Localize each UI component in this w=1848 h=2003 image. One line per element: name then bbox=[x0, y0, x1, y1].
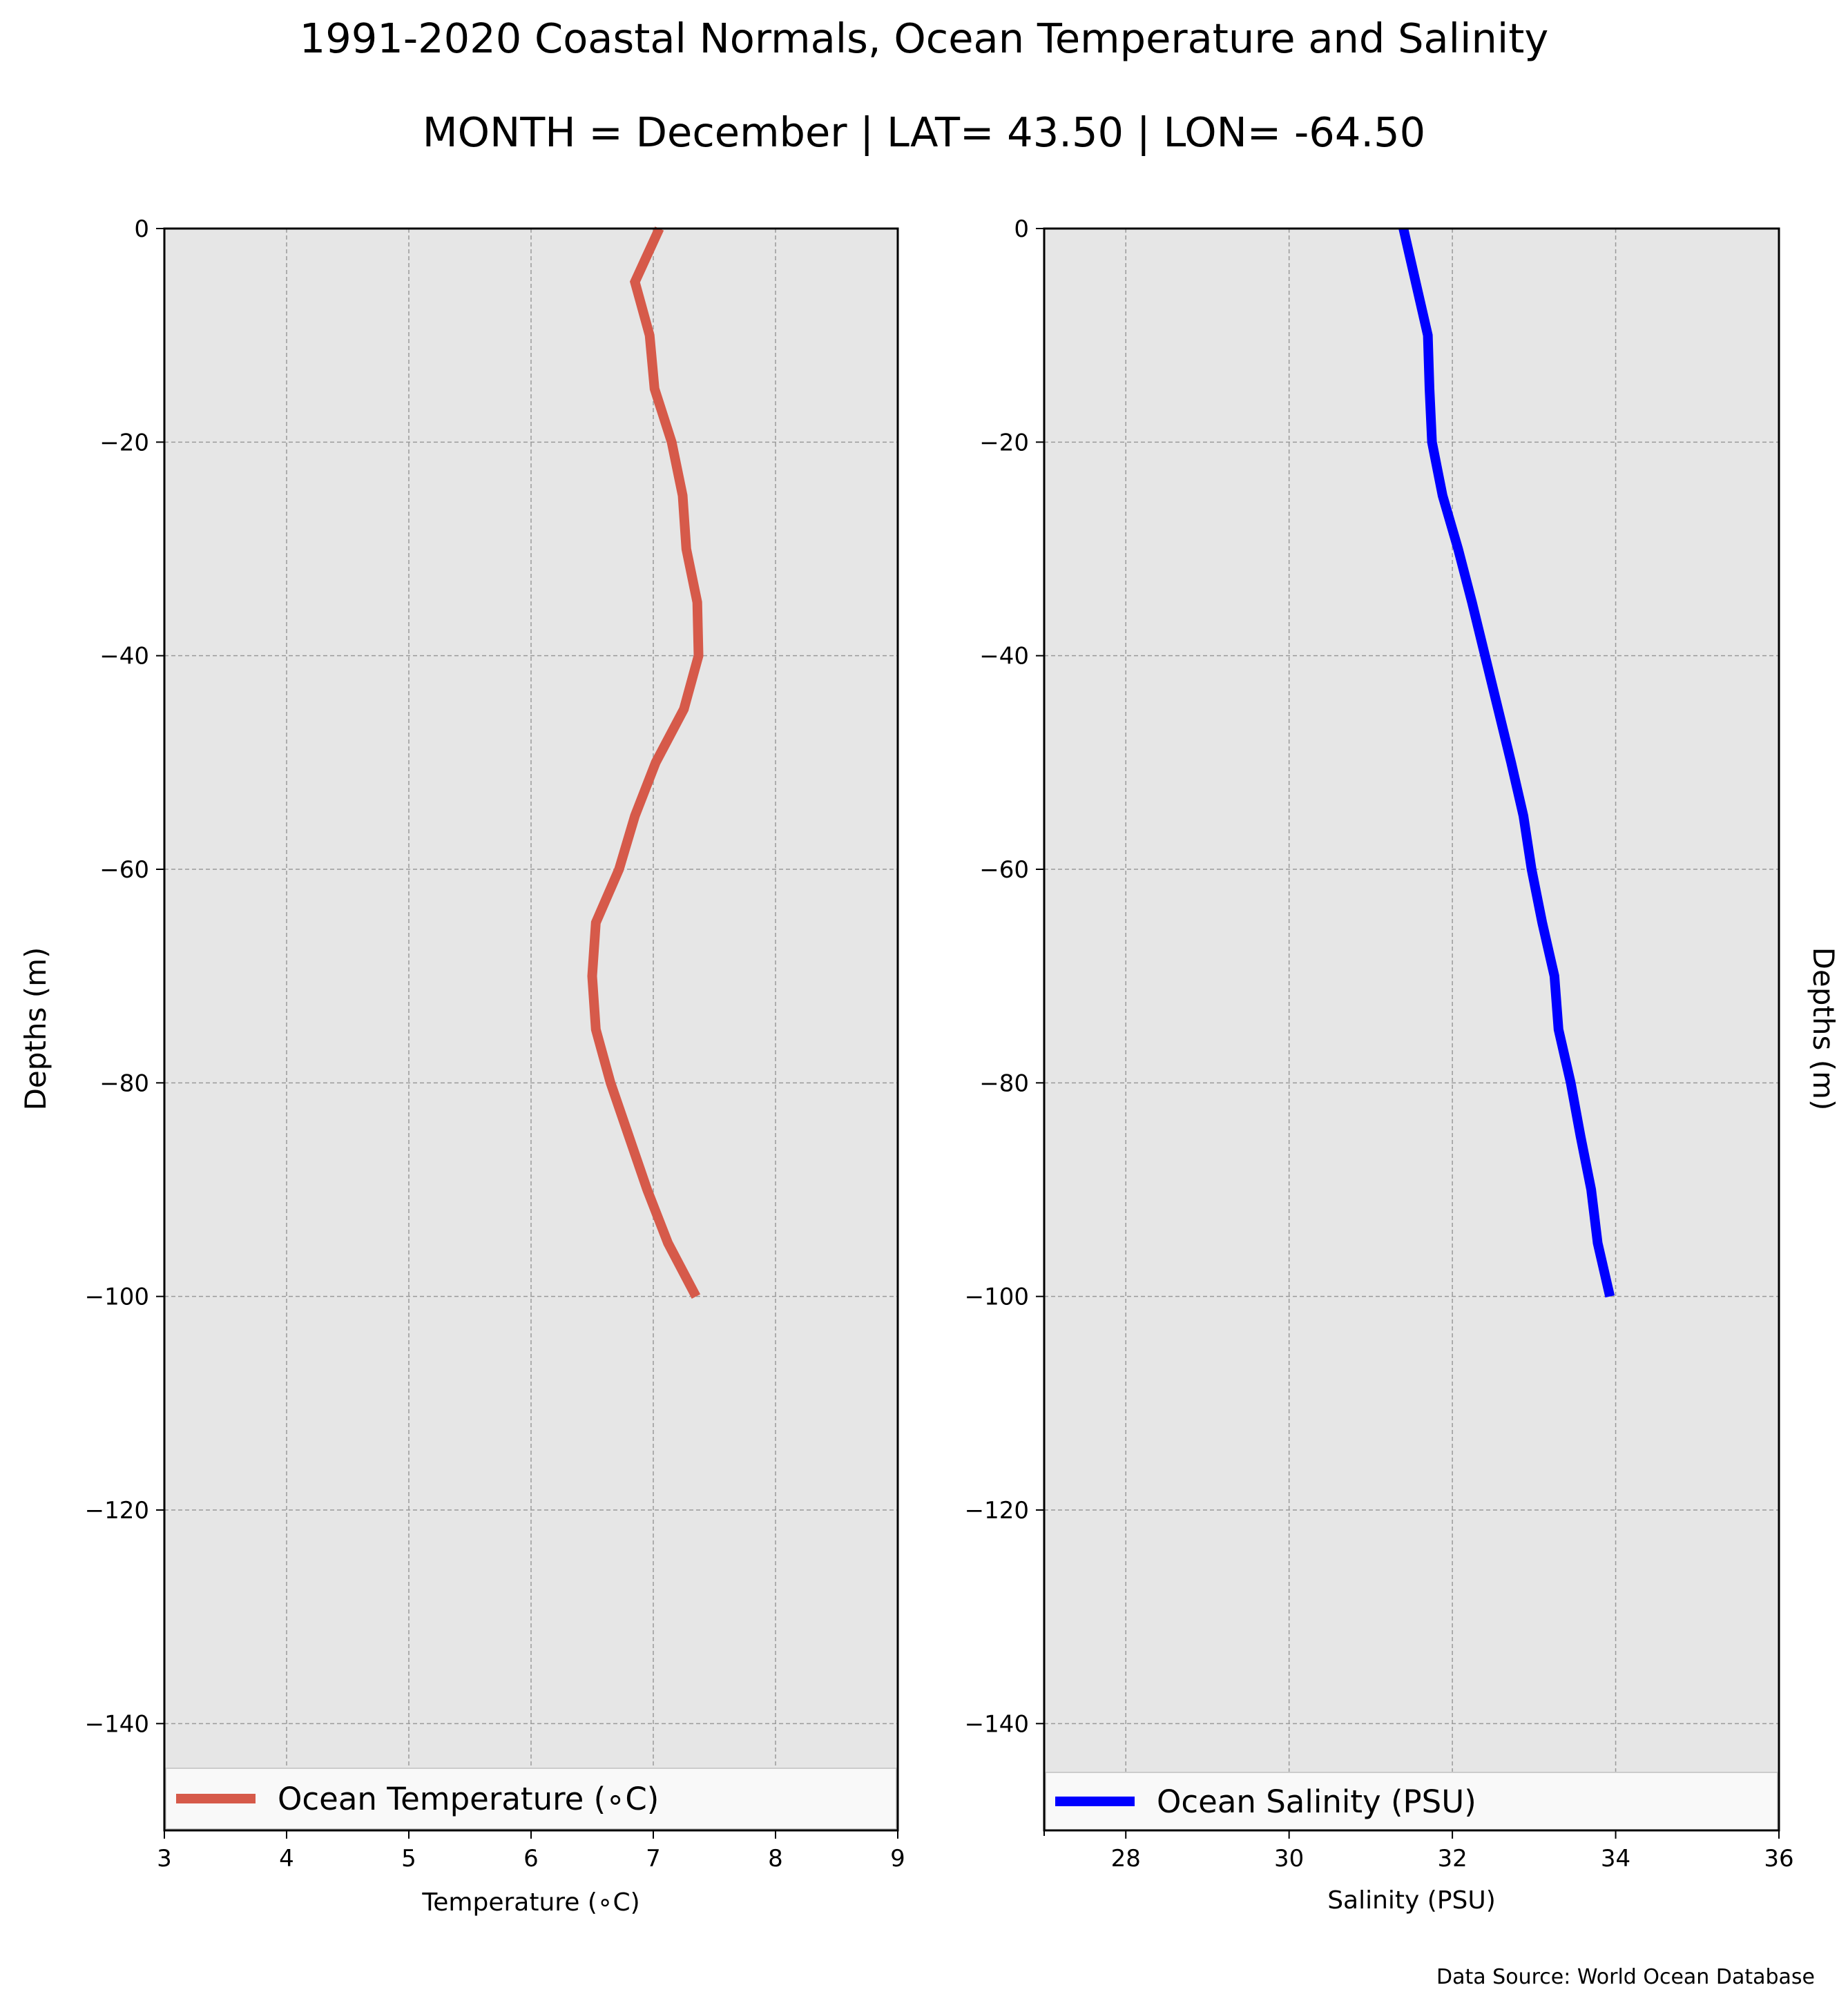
temperature-y-ticks: 0 −20 −40 −60 −80 −100 −120 −140 bbox=[85, 215, 164, 1738]
temperature-y-axis-label: Depths (m) bbox=[19, 947, 52, 1111]
temperature-legend: Ocean Temperature (∘C) bbox=[165, 1768, 897, 1830]
y-tick-label: −140 bbox=[965, 1710, 1029, 1738]
x-tick-label: 34 bbox=[1601, 1845, 1630, 1873]
salinity-x-ticks: 28 30 32 34 36 bbox=[1043, 1830, 1794, 1873]
legend-box bbox=[1045, 1772, 1778, 1831]
series-line bbox=[1398, 227, 1615, 1298]
legend-box bbox=[165, 1768, 897, 1830]
y-tick-label: −20 bbox=[99, 429, 149, 456]
temperature-series bbox=[587, 226, 704, 1299]
x-tick-label: 4 bbox=[279, 1845, 294, 1873]
data-source-note: Data Source: World Ocean Database bbox=[1436, 1965, 1815, 1989]
legend-label-salinity: Ocean Salinity (PSU) bbox=[1157, 1783, 1476, 1820]
salinity-y-ticks: 0 −20 −40 −60 −80 −100 −120 −140 bbox=[965, 215, 1044, 1738]
x-tick-label: 32 bbox=[1437, 1845, 1467, 1873]
y-tick-label: 0 bbox=[134, 215, 149, 243]
temperature-gridlines bbox=[164, 229, 898, 1830]
y-tick-label: −100 bbox=[85, 1284, 149, 1311]
salinity-y-axis-label: Depths (m) bbox=[1807, 947, 1840, 1111]
y-tick-label: −40 bbox=[99, 643, 149, 670]
chart-title: 1991-2020 Coastal Normals, Ocean Tempera… bbox=[300, 14, 1549, 62]
y-tick-label: −120 bbox=[965, 1497, 1029, 1525]
y-tick-label: −60 bbox=[99, 856, 149, 884]
salinity-x-axis-label: Salinity (PSU) bbox=[1327, 1886, 1496, 1915]
y-tick-label: −80 bbox=[979, 1070, 1029, 1097]
y-tick-label: −80 bbox=[99, 1070, 149, 1097]
y-tick-label: −120 bbox=[85, 1497, 149, 1525]
salinity-series bbox=[1398, 227, 1615, 1298]
x-tick-label: 5 bbox=[401, 1845, 416, 1873]
salinity-axes-frame bbox=[1043, 227, 1780, 1832]
x-tick-label: 28 bbox=[1111, 1845, 1141, 1873]
y-tick-label: −40 bbox=[979, 643, 1029, 670]
salinity-plot-area bbox=[1044, 229, 1779, 1830]
temperature-x-ticks: 3 4 5 6 7 8 9 bbox=[157, 1830, 905, 1873]
legend-label-temperature: Ocean Temperature (∘C) bbox=[278, 1781, 659, 1817]
salinity-panel: Ocean Salinity (PSU) 28 30 32 34 36 0 −20 −40 −… bbox=[965, 215, 1840, 1915]
x-tick-label: 7 bbox=[646, 1845, 661, 1873]
salinity-gridlines bbox=[1044, 229, 1779, 1830]
temperature-panel: Ocean Temperature (∘C) 3 4 5 6 7 8 9 0 −20 −40 −6… bbox=[19, 215, 905, 1917]
temperature-x-axis-label: Temperature (∘C) bbox=[421, 1888, 639, 1917]
salinity-legend: Ocean Salinity (PSU) bbox=[1045, 1772, 1778, 1831]
y-tick-label: −100 bbox=[965, 1284, 1029, 1311]
y-tick-label: 0 bbox=[1014, 215, 1029, 243]
chart-subtitle: MONTH = December | LAT= 43.50 | LON= -64… bbox=[423, 108, 1425, 156]
x-tick-label: 9 bbox=[890, 1845, 905, 1873]
x-tick-label: 30 bbox=[1274, 1845, 1304, 1873]
x-tick-label: 36 bbox=[1764, 1845, 1793, 1873]
y-tick-label: −60 bbox=[979, 856, 1029, 884]
y-tick-label: −20 bbox=[979, 429, 1029, 456]
x-tick-label: 6 bbox=[523, 1845, 539, 1873]
x-tick-label: 3 bbox=[157, 1845, 172, 1873]
y-tick-label: −140 bbox=[85, 1710, 149, 1738]
series-line bbox=[587, 226, 704, 1299]
x-tick-label: 8 bbox=[768, 1845, 783, 1873]
